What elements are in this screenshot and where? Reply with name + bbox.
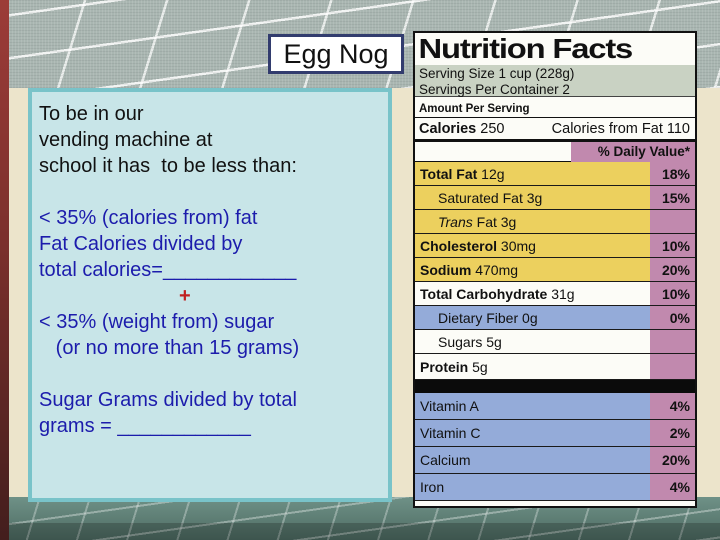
textbox-line: To be in our [39,103,144,125]
calories: Calories 250 [419,121,504,137]
plus-sign: + [179,285,191,307]
thick-divider [415,380,695,393]
nutrient-cell: Trans Fat 3g [415,210,650,233]
background-grid-bottom [0,497,720,540]
nutrient-cell: Sodium 470mg [415,258,650,281]
nutrient-amount: 470mg [471,261,519,278]
nutrient-name: Dietary Fiber [438,309,519,326]
nutrient-name: Sugars [438,333,483,350]
daily-value-percent: 18% [650,162,695,185]
nutrient-name: Total Fat [420,165,478,182]
nutrition-facts-title: Nutrition Facts [418,33,634,64]
textbox-line: school it has to be less than: [39,155,297,177]
slide-title-box: Egg Nog [268,34,404,74]
daily-value-header-row: % Daily Value* [415,142,695,162]
nutrient-cell: Sugars 5g [415,330,650,353]
daily-value-percent: 2% [650,420,695,446]
daily-value-percent [650,354,695,379]
nutrient-amount: 3g [522,189,543,206]
nutrient-amount: 31g [547,285,575,302]
nutrient-name: Sodium [420,261,472,278]
vitamin-name: Vitamin A [415,393,650,419]
nutrient-name: Saturated Fat [438,189,523,206]
daily-value-percent: 10% [650,234,695,257]
textbox-line: vending machine at [39,129,213,151]
nutrient-row-protein: Protein 5g [415,354,695,380]
calories-from-fat: Calories from Fat 110 [551,120,690,137]
left-accent-stripe [0,0,9,540]
nutrient-amount: 12g [477,165,505,182]
nutrient-amount: 0g [518,309,538,326]
amount-per-serving-label: Amount Per Serving [415,101,695,118]
calories-row: Calories 250 Calories from Fat 110 [415,118,695,142]
nutrient-row-cholesterol: Cholesterol 30mg 10% [415,234,695,258]
servings-per-container: Servings Per Container 2 [419,81,570,97]
daily-value-percent [650,210,695,233]
nutrient-cell: Protein 5g [415,354,650,379]
daily-value-percent: 15% [650,186,695,209]
nutrient-row-total-fat: Total Fat 12g 18% [415,162,695,186]
nutrient-amount: 30mg [497,237,536,254]
nutrient-row-dietary-fiber: Dietary Fiber 0g 0% [415,306,695,330]
textbox-line: grams = ____________ [39,415,251,437]
vitamin-row-vitamin-c: Vitamin C 2% [415,420,695,447]
daily-value-percent: 0% [650,306,695,329]
textbox-line [39,179,388,205]
calories-label: Calories [419,120,477,137]
textbox-line: Sugar Grams divided by total [39,389,297,411]
vitamin-row-vitamin-a: Vitamin A 4% [415,393,695,420]
nutrient-row-sodium: Sodium 470mg 20% [415,258,695,282]
nutrient-name: Protein [420,358,469,375]
nutrient-rows: Total Fat 12g 18% Saturated Fat 3g 15% Trans… [415,162,695,380]
nutrient-row-trans-fat: Trans Fat 3g [415,210,695,234]
vitamin-name: Vitamin C [415,420,650,446]
nutrient-row-sugars: Sugars 5g [415,330,695,354]
textbox-line: < 35% (weight from) sugar [39,311,275,333]
vitamin-name: Calcium [415,447,650,473]
textbox-line [39,361,388,387]
nutrient-row-total-carbohydrate: Total Carbohydrate 31g 10% [415,282,695,306]
vitamin-row-calcium: Calcium 20% [415,447,695,474]
vitamin-rows: Vitamin A 4% Vitamin C 2% Calcium 20% Iron 4% [415,393,695,501]
nutrient-amount: 5g [468,358,488,375]
daily-value-percent: 10% [650,282,695,305]
content-textbox: To be in our vending machine at school it … [28,88,392,502]
nutrient-name: Cholesterol [420,237,498,254]
textbox-line: (or no more than 15 grams) [39,337,300,359]
nutrient-name: Trans Fat [438,213,497,230]
nutrient-cell: Saturated Fat 3g [415,186,650,209]
nutrient-cell: Cholesterol 30mg [415,234,650,257]
daily-value-percent: 4% [650,474,695,500]
calories-value: 250 [480,120,505,137]
vitamin-row-iron: Iron 4% [415,474,695,501]
nutrient-amount: 5g [482,333,502,350]
daily-value-percent: 4% [650,393,695,419]
vitamin-name: Iron [415,474,650,500]
daily-value-percent: 20% [650,447,695,473]
textbox-line: < 35% (calories from) fat [39,207,258,229]
textbox-line: Fat Calories divided by [39,233,243,255]
nutrient-row-saturated-fat: Saturated Fat 3g 15% [415,186,695,210]
nutrient-name: Total Carbohydrate [420,285,548,302]
daily-value-percent: 20% [650,258,695,281]
slide-title: Egg Nog [283,38,389,69]
nutrition-facts-label: Nutrition Facts Serving Size 1 cup (228g… [413,31,697,508]
textbox-line: total calories=____________ [39,259,297,281]
daily-value-header: % Daily Value* [571,142,695,162]
nutrient-cell: Dietary Fiber 0g [415,306,650,329]
nutrient-cell: Total Carbohydrate 31g [415,282,650,305]
serving-size: Serving Size 1 cup (228g) [419,66,575,81]
nutrient-cell: Total Fat 12g [415,162,650,185]
nutrient-amount: 3g [496,213,517,230]
daily-value-percent [650,330,695,353]
serving-info: Serving Size 1 cup (228g) Servings Per C… [415,65,695,97]
